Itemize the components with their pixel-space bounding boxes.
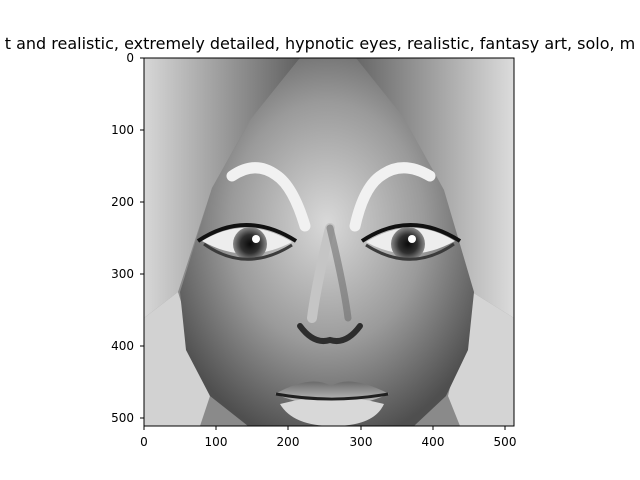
x-tick-label-5: 500 [494,435,517,449]
x-tick-label-1: 100 [205,435,228,449]
chart-title: t and realistic, extremely detailed, hyp… [5,34,636,53]
x-tick-label-4: 400 [422,435,445,449]
x-tick-label-2: 200 [277,435,300,449]
image-axes: 0 100 200 300 400 500 0 100 200 300 400 … [111,51,516,449]
x-axis: 0 100 200 300 400 500 [140,426,516,449]
y-tick-label-3: 300 [111,267,134,281]
y-tick-label-4: 400 [111,339,134,353]
y-axis: 0 100 200 300 400 500 [111,51,144,425]
x-tick-label-3: 300 [350,435,373,449]
y-tick-label-5: 500 [111,411,134,425]
y-tick-label-1: 100 [111,123,134,137]
x-tick-label-0: 0 [140,435,148,449]
y-tick-label-2: 200 [111,195,134,209]
portrait-image [144,58,514,426]
y-tick-label-0: 0 [126,51,134,65]
